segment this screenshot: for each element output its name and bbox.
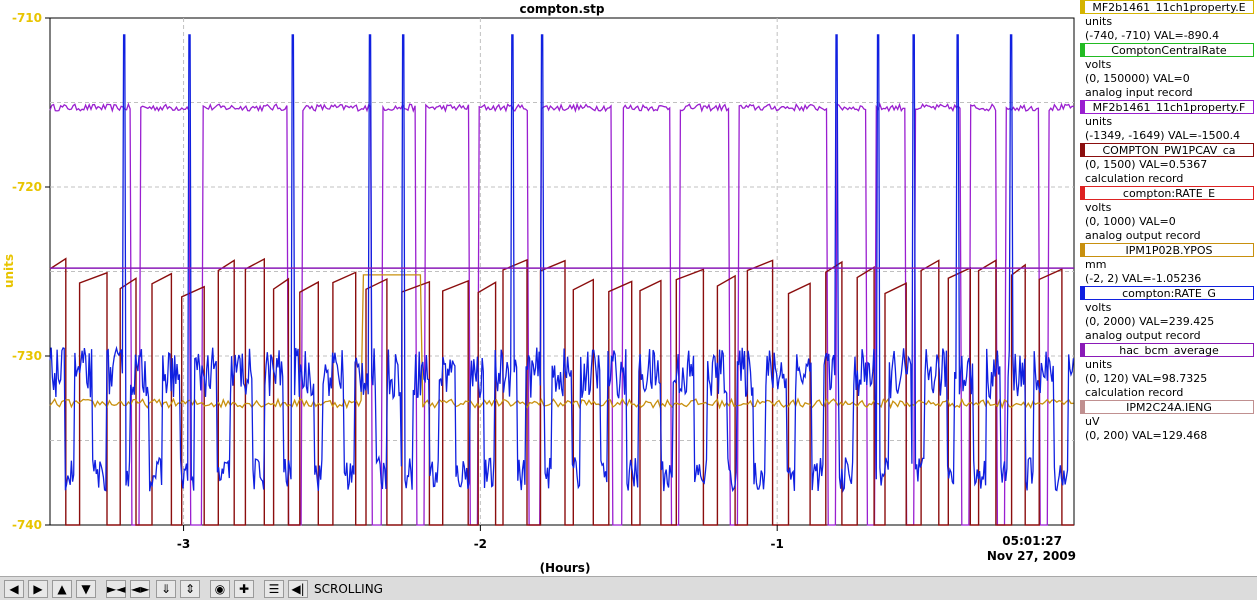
strip-chart: -740 -730 -720 -710 -3 -2 -1 compton.stp units… [2, 2, 1076, 575]
legend-entry-name[interactable]: MF2b1461_11ch1property.F [1080, 100, 1254, 114]
x-tick-label: -2 [474, 537, 487, 551]
zoom-out-horizontal-button[interactable]: ◄► [130, 580, 150, 598]
zoom-in-horizontal-button[interactable]: ►◄ [106, 580, 126, 598]
autoscale-button[interactable]: ☰ [264, 580, 284, 598]
legend-entry-desc: analog output record [1085, 229, 1201, 242]
legend-entry-range: (-1349, -1649) VAL=-1500.4 [1085, 129, 1241, 142]
scroll-up-button[interactable]: ▲ [52, 580, 72, 598]
legend-entry-name[interactable]: MF2b1461_11ch1property.E [1080, 0, 1254, 14]
plus-icon: ✚ [238, 582, 250, 596]
zoom-in-vertical-button[interactable]: ⇓ [156, 580, 176, 598]
toolbar: ◀ ▶ ▲ ▼ ►◄ ◄► ⇓ ⇕ ◉ ✚ ☰ ◀| SCROLLING [0, 576, 1257, 600]
horizontal-zoom-out-icon: ◄► [131, 582, 150, 596]
legend-entry-range: (-740, -710) VAL=-890.4 [1085, 29, 1220, 42]
zoom-out-vertical-button[interactable]: ⇕ [180, 580, 200, 598]
legend-entry-units: volts [1085, 58, 1112, 71]
legend-entry-units: units [1085, 358, 1113, 371]
series-line-compton-pw1pcav [49, 257, 1074, 526]
legend-entry-range: (0, 150000) VAL=0 [1085, 72, 1190, 85]
legend-entry-desc: calculation record [1085, 386, 1184, 399]
legend-entry-name[interactable]: ComptonCentralRate [1080, 43, 1254, 57]
legend-entry-range: (0, 200) VAL=129.468 [1085, 429, 1208, 442]
scroll-right-button[interactable]: ▶ [28, 580, 48, 598]
legend-entry-units: mm [1085, 258, 1107, 271]
legend-entry-name[interactable]: COMPTON_PW1PCAV_ca [1080, 143, 1254, 157]
series-layer [49, 34, 1075, 526]
legend-entry-range: (0, 2000) VAL=239.425 [1085, 315, 1215, 328]
legend-entry-name[interactable]: compton:RATE_G [1080, 286, 1254, 300]
legend-entry-name[interactable]: hac_bcm_average [1080, 343, 1254, 357]
legend-entry-range: (-2, 2) VAL=-1.05236 [1085, 272, 1202, 285]
x-tick-label: -1 [771, 537, 784, 551]
y-axis-label: units [2, 254, 16, 288]
chart-title: compton.stp [519, 2, 604, 16]
legend-panel: MF2b1461_11ch1property.E units (-740, -710… [1078, 0, 1257, 576]
legend-entry-range: (0, 1000) VAL=0 [1085, 215, 1176, 228]
y-tick-label: -730 [12, 349, 42, 363]
legend-entry-range: (0, 1500) VAL=0.5367 [1085, 158, 1208, 171]
series-line-ipm1p02b [49, 274, 1074, 410]
stop-button[interactable]: ◉ [210, 580, 230, 598]
legend-entry-name[interactable]: IPM2C24A.IENG [1080, 400, 1254, 414]
legend-entry-name[interactable]: IPM1P02B.YPOS [1080, 243, 1254, 257]
time-label: 05:01:27 [1002, 534, 1062, 548]
add-button[interactable]: ✚ [234, 580, 254, 598]
back-button[interactable]: ◀| [288, 580, 308, 598]
legend-entry-units: uV [1085, 415, 1100, 428]
x-axis-label: (Hours) [540, 561, 591, 575]
status-label: SCROLLING [314, 582, 383, 596]
stop-icon: ◉ [214, 582, 226, 596]
legend-entry-units: volts [1085, 201, 1112, 214]
scroll-down-button[interactable]: ▼ [76, 580, 96, 598]
arrow-right-icon: ▶ [33, 582, 43, 596]
date-label: Nov 27, 2009 [987, 549, 1076, 563]
scroll-left-button[interactable]: ◀ [4, 580, 24, 598]
legend-entry-units: units [1085, 115, 1113, 128]
legend-entry-desc: calculation record [1085, 172, 1184, 185]
y-tick-label: -710 [12, 11, 42, 25]
legend-entry-desc: analog output record [1085, 329, 1201, 342]
legend-entry-name[interactable]: compton:RATE_E [1080, 186, 1254, 200]
x-tick-label: -3 [177, 537, 190, 551]
arrow-down-icon: ▼ [81, 582, 91, 596]
series-line-compton-rate-g [49, 34, 1075, 493]
y-tick-label: -720 [12, 180, 42, 194]
axes: -740 -730 -720 -710 -3 -2 -1 [12, 11, 784, 551]
autoscale-icon: ☰ [268, 582, 280, 596]
arrow-up-icon: ▲ [57, 582, 67, 596]
legend-entry-units: volts [1085, 301, 1112, 314]
horizontal-zoom-in-icon: ►◄ [107, 582, 126, 596]
series-line-mf2b1461-f [49, 102, 1075, 526]
arrow-left-icon: ◀ [9, 582, 19, 596]
legend-entry-desc: analog input record [1085, 86, 1193, 99]
legend-entry-range: (0, 120) VAL=98.7325 [1085, 372, 1208, 385]
grid-lines [50, 18, 1074, 525]
back-icon: ◀| [291, 582, 305, 596]
vertical-zoom-in-icon: ⇓ [160, 582, 172, 596]
vertical-zoom-out-icon: ⇕ [184, 582, 196, 596]
y-tick-label: -740 [12, 518, 42, 532]
legend-entry-units: units [1085, 15, 1113, 28]
